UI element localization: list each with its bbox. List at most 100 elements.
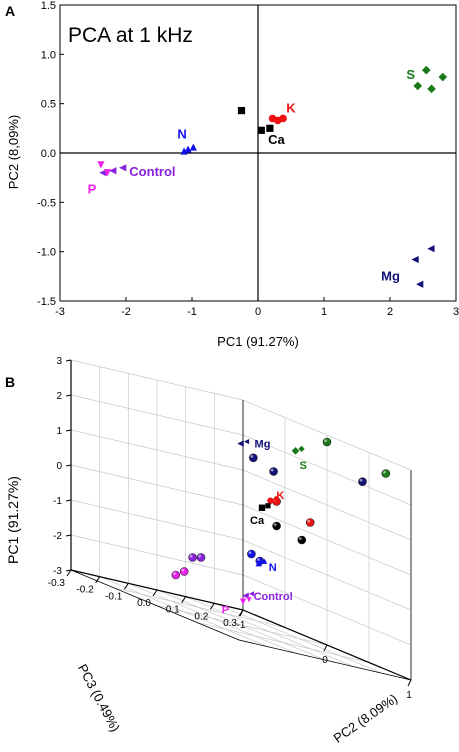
pc1-tick	[65, 429, 72, 432]
projection-n	[247, 549, 256, 559]
x-tick-label: -1	[187, 306, 197, 318]
projection-control	[196, 553, 206, 562]
highlight	[270, 468, 274, 472]
highlight	[173, 572, 176, 575]
floor-edge	[238, 639, 412, 681]
label-p: P	[222, 605, 229, 617]
projection-p	[179, 567, 189, 576]
y-tick-label: 0.0	[41, 148, 56, 160]
pc1-tick	[65, 394, 72, 397]
highlight	[189, 554, 193, 558]
pc3-axis-label: PC3 (0.49%)	[75, 662, 123, 735]
data-marks-3d	[171, 437, 391, 605]
point-k	[279, 114, 287, 123]
grid-line	[128, 583, 297, 654]
highlight	[248, 551, 252, 554]
axes	[60, 5, 456, 301]
grid-line	[214, 603, 383, 674]
pc1-tick-label: 2	[56, 391, 62, 402]
projection-s	[322, 437, 332, 447]
panel-a: A PCA at 1 kHz -3 -2 -1 0 1 2 3 -1.5 -1.0 -0.5 0.0…	[5, 0, 459, 349]
x-tick-label: 2	[387, 306, 393, 318]
point-k	[267, 497, 274, 504]
y-axis-label: PC2 (8,09%)	[6, 115, 21, 189]
pc1-tick-label: 1	[56, 426, 62, 437]
pc1-tick	[65, 499, 72, 502]
point-control	[119, 164, 127, 172]
point-n	[189, 143, 197, 151]
point-s	[291, 447, 300, 455]
projection-control	[188, 553, 197, 562]
point-ca	[237, 106, 246, 115]
pc3-tick-label: 0.1	[166, 605, 180, 616]
highlight	[181, 568, 185, 572]
pc2-tick	[323, 644, 328, 652]
pc2-tick-label: -1	[237, 620, 246, 631]
pc1-tick-label: -1	[53, 496, 62, 507]
projection-s	[381, 469, 391, 478]
label-ca: Ca	[268, 132, 285, 147]
pc1-tick-label: 3	[56, 356, 62, 367]
x-axis-label: PC1 (91.27%)	[217, 334, 299, 349]
highlight	[299, 537, 302, 540]
pc2-axis-label: PC2 (8.09%)	[331, 691, 401, 746]
pc3-tick	[66, 569, 72, 577]
pc1-tick	[65, 359, 72, 362]
x-tick-label: -3	[55, 306, 65, 318]
point-ca	[265, 503, 271, 509]
label-n: N	[269, 562, 277, 574]
pc3-tick	[209, 603, 215, 610]
pc2-tick	[407, 679, 412, 687]
pc1-tick	[65, 569, 72, 572]
point-s	[413, 81, 423, 91]
y-tick-label: 1.5	[41, 0, 56, 12]
x-tick-label: 3	[453, 306, 459, 318]
label-mg: Mg	[381, 268, 400, 283]
point-s	[427, 84, 436, 94]
pc1-tick-label: -2	[53, 531, 62, 542]
pc2-tick-label: 0	[322, 655, 328, 666]
projection-k	[305, 518, 315, 527]
point-s	[421, 65, 431, 75]
point-n	[184, 145, 192, 153]
projection-p	[171, 570, 181, 580]
label-control: Control	[254, 591, 293, 603]
pc3-tick-label: -0.1	[105, 591, 123, 602]
series-labels-3d: Mg S K Ca N Control P	[222, 439, 307, 617]
point-ca	[266, 124, 274, 132]
pc3-tick-label: -0.2	[76, 585, 94, 596]
pc1-tick	[65, 534, 72, 537]
label-s: S	[300, 460, 307, 472]
x-tick-label: 1	[321, 306, 327, 318]
pc1-tick-label: 0	[56, 461, 62, 472]
y-tick-label: 0.5	[41, 99, 56, 111]
projection-ca	[272, 521, 281, 531]
label-s: S	[406, 67, 415, 82]
series-labels: S K Ca N Control P Mg	[88, 67, 416, 283]
pc3-tick-label: 0.2	[194, 611, 208, 622]
point-mg	[411, 255, 419, 264]
point-control	[109, 167, 117, 175]
y-tick-label: -1.5	[37, 296, 56, 308]
panel-b-label: B	[5, 374, 15, 390]
highlight	[273, 523, 277, 526]
pc2-tick-label: 1	[406, 690, 412, 701]
pc2-tick	[239, 609, 244, 617]
pc3-tick	[181, 596, 187, 603]
tick-labels: -3 -2 -1 0 1 2 3 -1.5 -1.0 -0.5 0.0 0.5 1.0 1.5	[37, 0, 459, 318]
y-tick-label: 1.0	[41, 49, 56, 61]
projection-ca	[297, 535, 307, 545]
point-control	[99, 169, 107, 177]
point-mg	[427, 245, 435, 253]
pc3-tick	[152, 589, 158, 597]
point-n	[262, 558, 268, 564]
point-k	[273, 496, 279, 502]
data-marks	[97, 65, 448, 288]
y-tick-label: -1.0	[37, 247, 56, 259]
label-mg: Mg	[255, 439, 271, 451]
projection-mg	[269, 467, 278, 476]
point-mg	[237, 440, 244, 447]
projection-mg	[249, 453, 258, 463]
highlight	[257, 558, 260, 561]
